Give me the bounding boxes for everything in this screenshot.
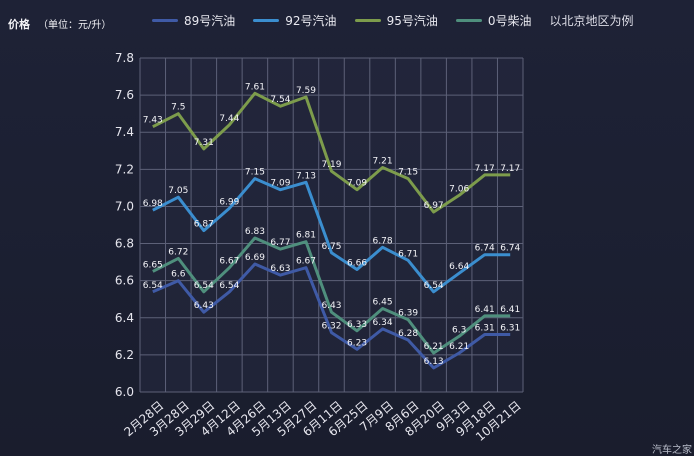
series-line (152, 177, 511, 294)
data-label: 6.83 (245, 227, 265, 237)
data-label: 7.05 (168, 186, 188, 196)
legend-item-92[interactable]: 92号汽油 (253, 12, 337, 29)
data-label: 6.13 (424, 357, 444, 367)
y-tick-label: 7.0 (115, 199, 134, 213)
data-label: 7.31 (194, 138, 214, 148)
data-label: 6.87 (194, 220, 214, 230)
legend-swatch-89 (152, 19, 178, 22)
data-label: 7.61 (245, 82, 265, 92)
data-label: 6.74 (475, 244, 495, 254)
y-tick-label: 6.2 (115, 348, 134, 362)
data-label: 6.77 (270, 238, 290, 248)
data-label: 6.67 (296, 257, 316, 267)
legend-item-95[interactable]: 95号汽油 (354, 12, 438, 29)
data-label: 6.32 (321, 322, 341, 332)
data-label: 7.59 (296, 86, 316, 96)
legend-item-diesel[interactable]: 0号柴油 (455, 12, 532, 29)
legend-swatch-95 (354, 19, 381, 22)
data-label: 7.17 (500, 164, 520, 174)
data-label: 6.78 (373, 236, 393, 246)
y-axis-title: 价格 （单位：元/升） (8, 16, 111, 32)
data-label: 7.09 (347, 179, 367, 189)
legend-swatch-diesel (455, 19, 482, 22)
data-label: 6.54 (143, 281, 163, 291)
data-label: 6.41 (475, 305, 495, 315)
y-tick-label: 7.8 (115, 51, 134, 65)
data-label: 6.41 (500, 305, 520, 315)
data-label: 6.71 (398, 249, 418, 259)
y-tick-label: 6.8 (115, 237, 134, 251)
data-label: 7.13 (296, 171, 316, 181)
series-line (152, 91, 511, 214)
y-tick-label: 6.6 (115, 274, 134, 288)
data-label: 7.21 (373, 156, 393, 166)
y-tick-label: 7.6 (115, 88, 134, 102)
data-label: 6.75 (321, 242, 341, 252)
y-tick-label: 6.0 (115, 385, 134, 399)
data-label: 6.6 (171, 270, 186, 280)
legend-label-diesel: 0号柴油 (487, 14, 532, 28)
data-label: 6.67 (219, 257, 239, 267)
y-axis-title-label: 价格 (8, 18, 30, 31)
data-label: 6.28 (398, 329, 418, 339)
data-label: 6.54 (194, 281, 214, 291)
data-label: 6.54 (424, 281, 444, 291)
data-label: 7.43 (143, 116, 163, 126)
data-label: 6.34 (373, 318, 393, 328)
data-label: 6.31 (475, 323, 495, 333)
legend-label-92: 92号汽油 (285, 14, 337, 28)
y-tick-label: 7.2 (115, 162, 134, 176)
legend: 89号汽油 92号汽油 95号汽油 0号柴油 以北京地区为例 (152, 12, 634, 29)
legend-label-95: 95号汽油 (386, 14, 438, 28)
data-label: 6.31 (500, 323, 520, 333)
data-label: 6.69 (245, 253, 265, 263)
data-label: 6.65 (143, 260, 163, 270)
data-label: 6.45 (373, 298, 393, 308)
data-label: 6.33 (347, 320, 367, 330)
legend-label-89: 89号汽油 (184, 14, 236, 28)
data-label: 6.99 (219, 197, 239, 207)
data-label: 7.15 (245, 168, 265, 178)
data-label: 6.81 (296, 231, 316, 241)
data-label: 6.66 (347, 259, 367, 269)
data-label: 6.23 (347, 338, 367, 348)
data-label: 6.98 (143, 199, 163, 209)
y-axis-unit: （单位：元/升） (38, 20, 112, 31)
watermark: 汽车之家 (652, 445, 692, 456)
data-label: 6.21 (424, 342, 444, 352)
data-label: 6.43 (194, 301, 214, 311)
series-line (152, 262, 511, 370)
data-label: 7.44 (219, 114, 239, 124)
data-label: 7.17 (475, 164, 495, 174)
data-label: 7.19 (321, 160, 341, 170)
data-label: 6.21 (449, 342, 469, 352)
data-label: 6.3 (452, 325, 466, 335)
data-label: 6.64 (449, 262, 469, 272)
data-label: 6.39 (398, 309, 418, 319)
data-label: 7.06 (449, 184, 469, 194)
y-tick-label: 6.4 (115, 311, 134, 325)
legend-item-89[interactable]: 89号汽油 (152, 12, 235, 29)
data-label: 6.74 (500, 244, 520, 254)
data-label: 7.5 (171, 103, 185, 113)
data-label: 7.09 (270, 179, 290, 189)
data-label: 7.15 (398, 168, 418, 178)
data-label: 7.54 (270, 95, 290, 105)
data-label: 6.54 (219, 281, 239, 291)
data-label: 6.72 (168, 247, 188, 257)
data-label: 6.43 (321, 301, 341, 311)
legend-swatch-92 (253, 19, 280, 22)
data-label: 6.97 (424, 201, 444, 211)
data-label: 6.63 (270, 264, 290, 274)
region-note: 以北京地区为例 (549, 14, 634, 28)
y-tick-label: 7.4 (115, 125, 134, 139)
series-line (152, 236, 511, 355)
